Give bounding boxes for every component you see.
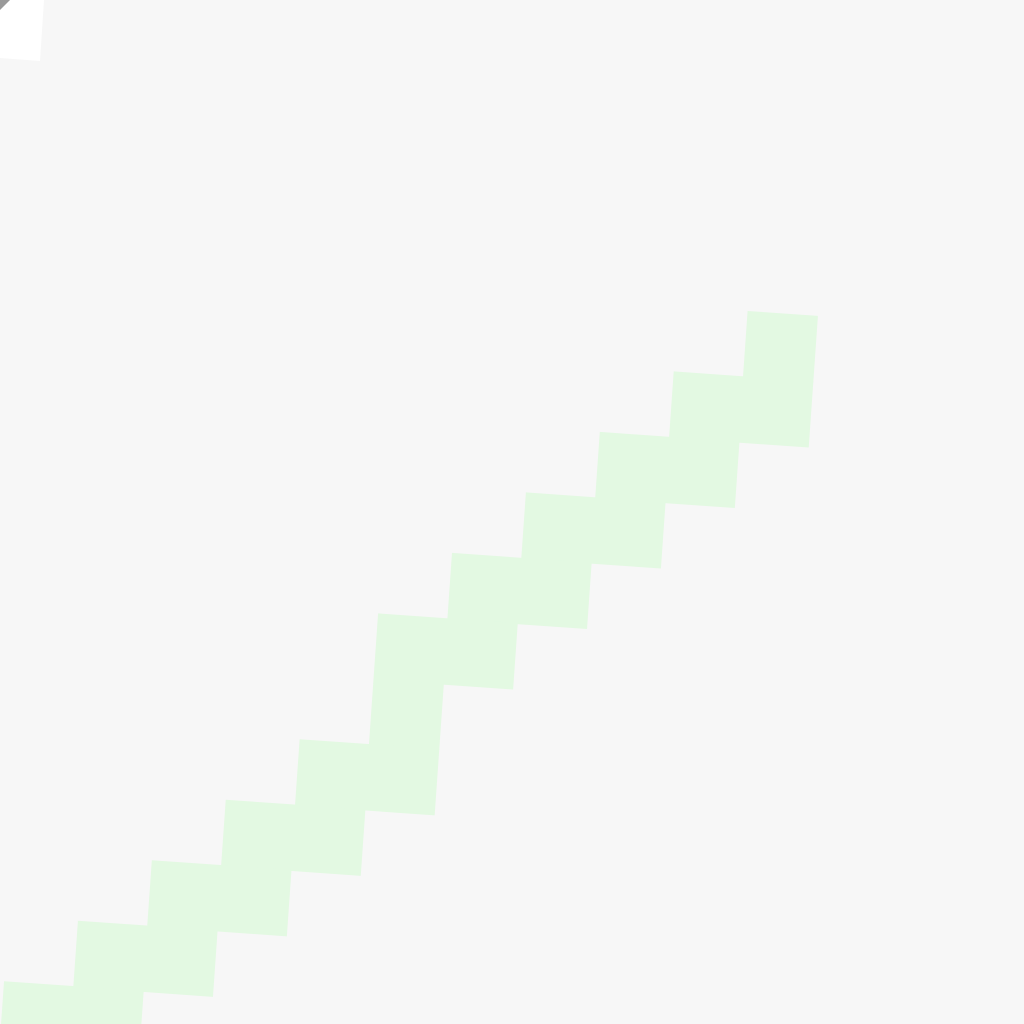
corner-edge [0, 0, 10, 10]
stair-block [142, 925, 218, 997]
stair-block [147, 860, 223, 932]
stair-block [447, 552, 523, 625]
stair-block [73, 920, 149, 992]
stair-block [368, 678, 444, 751]
corner-patch [0, 0, 44, 61]
stair-block [595, 431, 671, 504]
stair-block [290, 804, 366, 876]
stair-block [664, 436, 740, 509]
stair-block [516, 557, 592, 630]
stair-block [0, 981, 75, 1024]
stair-block [373, 613, 449, 685]
stair-block [742, 310, 818, 383]
stair-block [294, 739, 370, 811]
pixel-staircase [0, 310, 818, 1024]
stair-block [68, 986, 144, 1024]
stair-block [364, 744, 440, 816]
stair-block [216, 865, 292, 937]
stair-block [221, 799, 297, 871]
stair-block [669, 371, 745, 443]
stair-block [442, 618, 518, 690]
stair-block [738, 376, 814, 448]
stair-block [521, 492, 597, 564]
stair-block [590, 497, 666, 569]
